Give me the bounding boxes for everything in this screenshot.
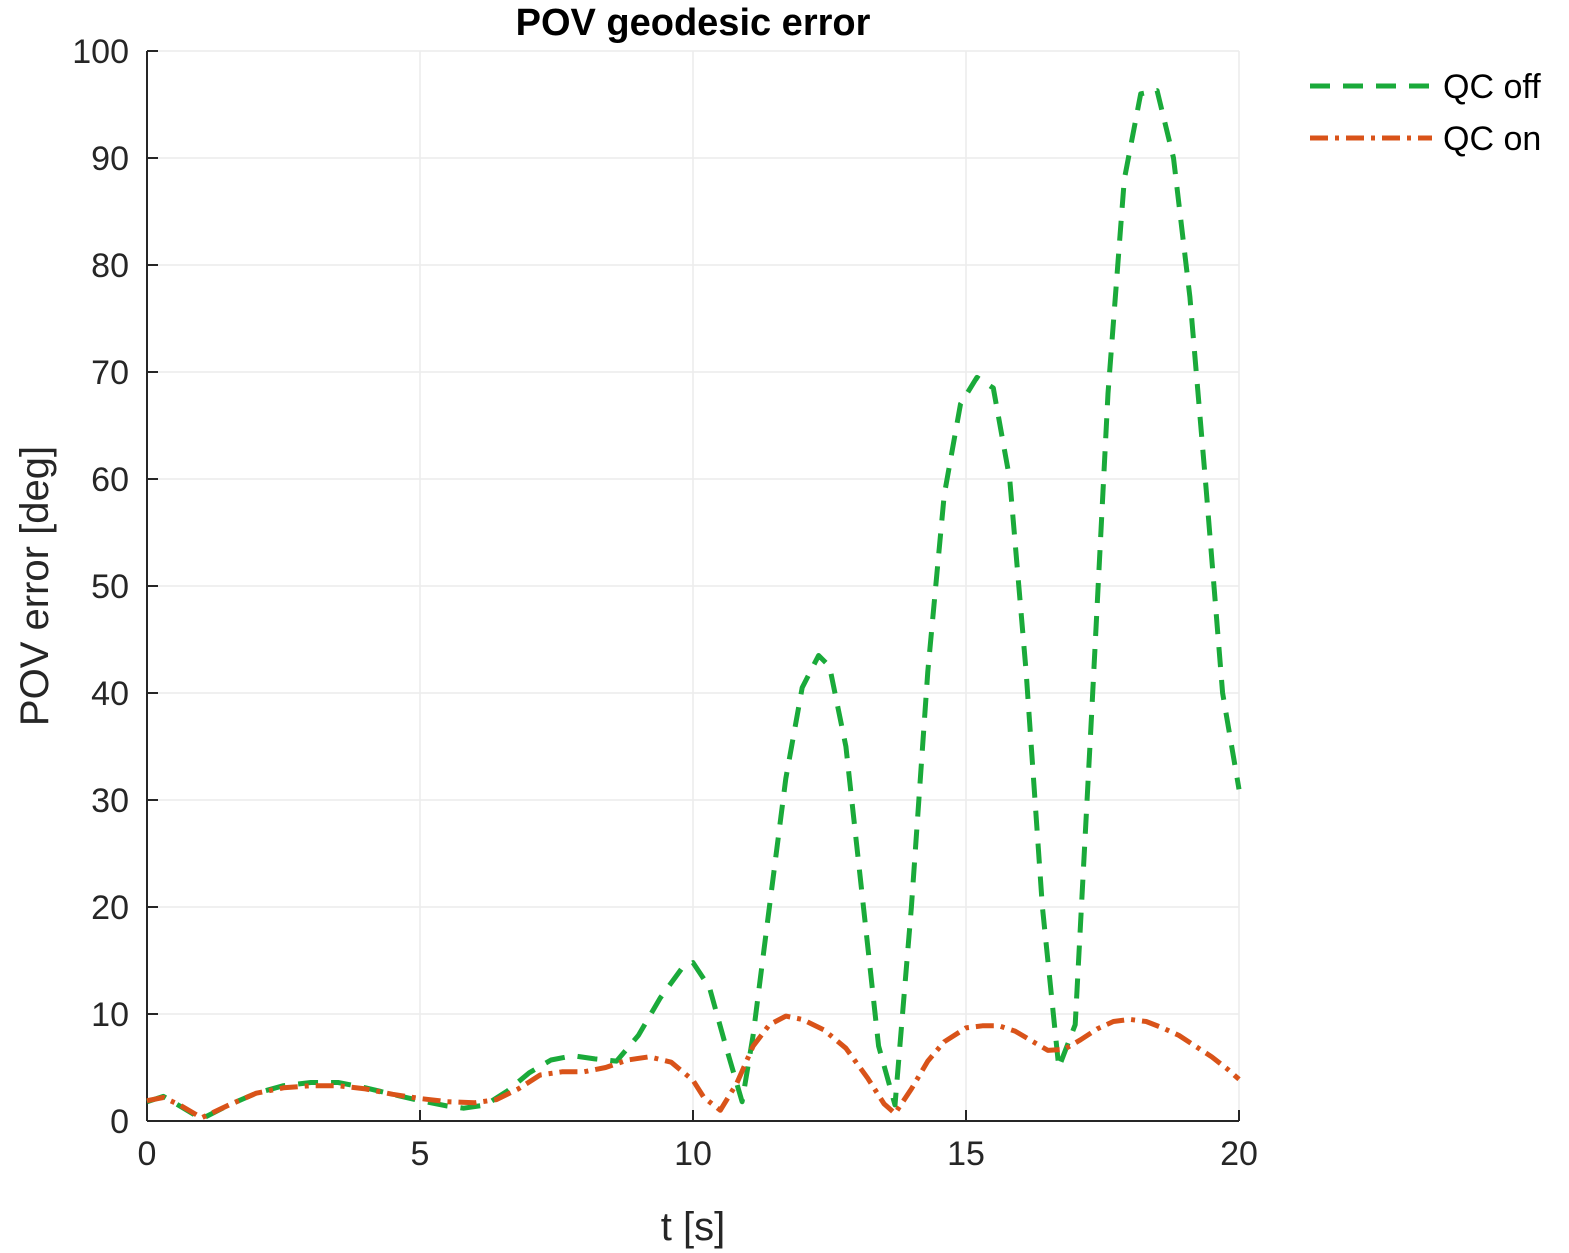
- y-tick-label: 20: [91, 889, 129, 927]
- y-tick-label: 10: [91, 996, 129, 1034]
- legend-label: QC on: [1443, 120, 1541, 158]
- tick-labels: 0 5 10 15 20 0 10 20 30 40 50 60 70 80 90 100: [72, 33, 1258, 1173]
- y-tick-label: 90: [91, 140, 129, 178]
- y-tick-label: 0: [110, 1103, 129, 1141]
- y-tick-label: 100: [72, 33, 129, 71]
- x-tick-label: 20: [1220, 1135, 1258, 1173]
- series-line-qc-off: [146, 88, 1242, 1122]
- y-axis-label: POV error [deg]: [13, 446, 57, 726]
- y-tick-label: 80: [91, 247, 129, 285]
- x-tick-label: 5: [411, 1135, 430, 1173]
- y-tick-label: 40: [91, 675, 129, 713]
- series-layer: [146, 88, 1242, 1122]
- y-tick-label: 70: [91, 354, 129, 392]
- grid: [146, 50, 1240, 1122]
- y-tick-label: 60: [91, 461, 129, 499]
- x-tick-label: 10: [674, 1135, 712, 1173]
- legend: QC off QC on: [1310, 68, 1541, 158]
- axes: [146, 50, 1240, 1122]
- x-tick-label: 0: [138, 1135, 157, 1173]
- x-axis-label: t [s]: [661, 1205, 725, 1249]
- y-tick-label: 50: [91, 568, 129, 606]
- chart-title: POV geodesic error: [516, 2, 871, 44]
- y-tick-label: 30: [91, 782, 129, 820]
- x-tick-label: 15: [947, 1135, 985, 1173]
- legend-label: QC off: [1443, 68, 1541, 106]
